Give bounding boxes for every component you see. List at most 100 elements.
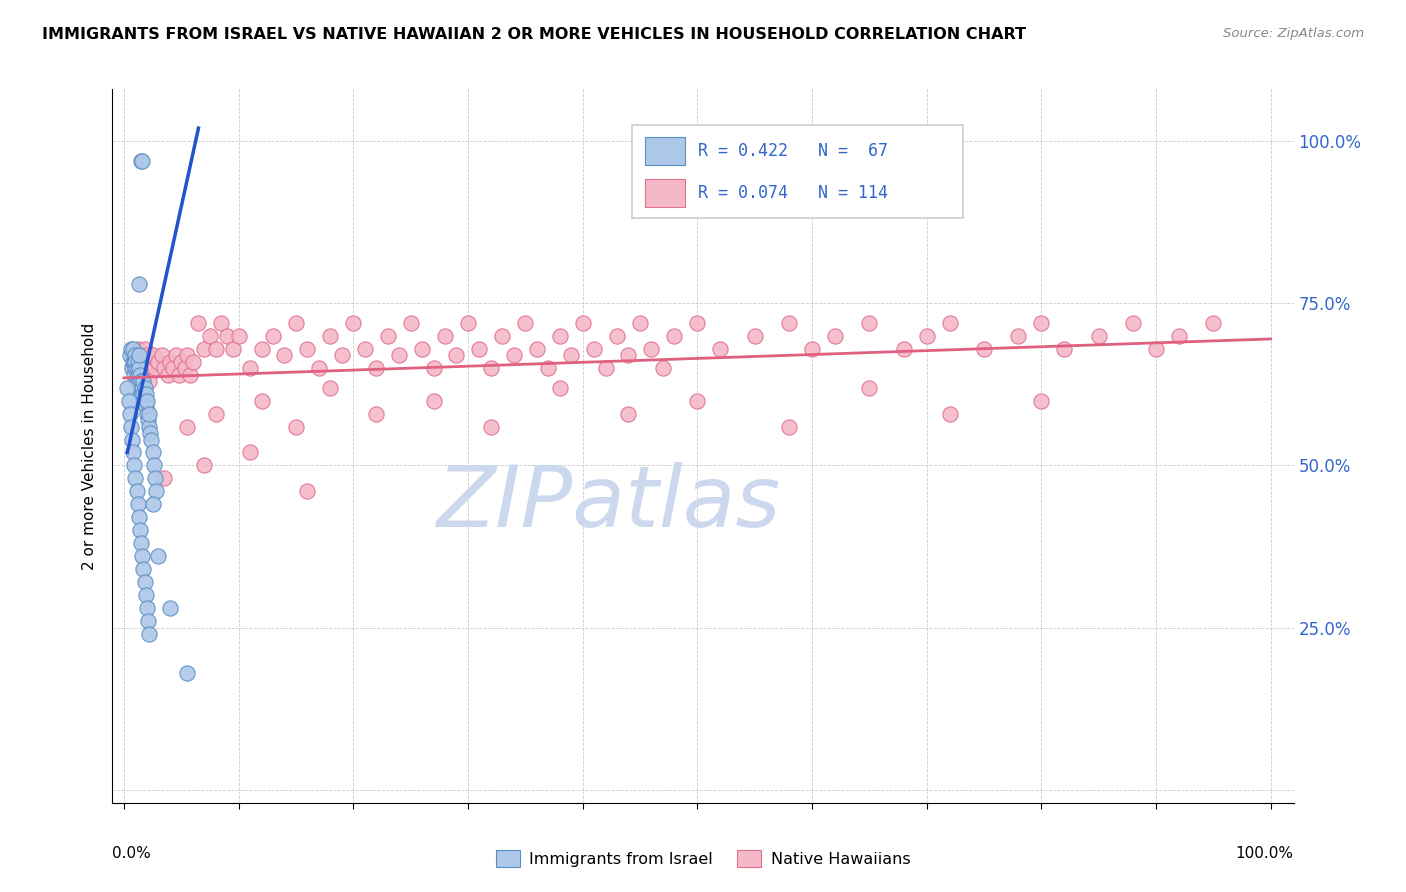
Point — [209, 316, 232, 330]
Point — [176, 666, 198, 681]
Point — [800, 342, 823, 356]
Point — [120, 342, 142, 356]
Point — [628, 316, 651, 330]
Point — [479, 419, 502, 434]
Point — [148, 549, 170, 564]
Point — [131, 549, 153, 564]
Point — [136, 614, 159, 628]
Point — [366, 361, 388, 376]
Point — [136, 361, 159, 376]
Point — [468, 342, 491, 356]
Point — [128, 348, 150, 362]
Point — [1087, 328, 1109, 343]
Point — [1122, 316, 1144, 330]
Point — [560, 348, 582, 362]
Point — [129, 536, 152, 550]
Point — [537, 361, 560, 376]
Point — [319, 328, 342, 343]
Point — [273, 348, 295, 362]
Point — [198, 328, 221, 343]
Text: Source: ZipAtlas.com: Source: ZipAtlas.com — [1223, 27, 1364, 40]
Point — [228, 328, 250, 343]
Point — [138, 407, 160, 421]
Point — [131, 153, 153, 168]
Point — [139, 425, 162, 440]
Point — [173, 361, 195, 376]
Point — [153, 361, 176, 376]
Point — [181, 354, 204, 368]
Point — [138, 627, 160, 641]
Point — [640, 342, 662, 356]
Point — [129, 368, 152, 382]
Point — [122, 354, 145, 368]
Point — [132, 387, 155, 401]
Point — [526, 342, 548, 356]
Point — [122, 458, 145, 473]
Point — [138, 374, 160, 388]
Bar — [645, 137, 685, 165]
Point — [129, 524, 152, 538]
Point — [134, 342, 156, 356]
Point — [132, 361, 155, 376]
Point — [156, 368, 179, 382]
Point — [548, 328, 571, 343]
Text: IMMIGRANTS FROM ISRAEL VS NATIVE HAWAIIAN 2 OR MORE VEHICLES IN HOUSEHOLD CORREL: IMMIGRANTS FROM ISRAEL VS NATIVE HAWAIIA… — [42, 27, 1026, 42]
Point — [128, 348, 150, 362]
Point — [135, 354, 157, 368]
Point — [193, 342, 215, 356]
Point — [651, 361, 673, 376]
Point — [159, 354, 181, 368]
Point — [125, 374, 148, 388]
Point — [134, 575, 156, 590]
Text: 100.0%: 100.0% — [1236, 846, 1294, 861]
Point — [136, 413, 159, 427]
Point — [148, 354, 170, 368]
Point — [179, 368, 201, 382]
Point — [686, 393, 709, 408]
Point — [131, 348, 153, 362]
Point — [143, 471, 166, 485]
Point — [515, 316, 537, 330]
Point — [583, 342, 606, 356]
Point — [122, 348, 145, 362]
Point — [139, 354, 162, 368]
Point — [132, 374, 155, 388]
Point — [858, 381, 880, 395]
Point — [124, 348, 146, 362]
Point — [353, 342, 375, 356]
Point — [138, 419, 160, 434]
Point — [122, 368, 145, 382]
Point — [170, 354, 193, 368]
Point — [434, 328, 457, 343]
Point — [131, 393, 153, 408]
Point — [117, 393, 139, 408]
Point — [125, 484, 148, 499]
Point — [399, 316, 422, 330]
Point — [617, 407, 640, 421]
Point — [167, 368, 190, 382]
Point — [858, 316, 880, 330]
Point — [162, 361, 184, 376]
Text: ZIPatlas: ZIPatlas — [436, 461, 780, 545]
Point — [778, 316, 800, 330]
Point — [142, 497, 165, 511]
Point — [122, 361, 145, 376]
Point — [135, 588, 157, 602]
Point — [127, 354, 149, 368]
Point — [141, 433, 163, 447]
Point — [411, 342, 433, 356]
Point — [297, 484, 319, 499]
Point — [128, 510, 150, 524]
Point — [664, 328, 686, 343]
Point — [129, 381, 152, 395]
Point — [150, 348, 173, 362]
Point — [135, 400, 157, 414]
Point — [129, 153, 152, 168]
Text: R = 0.422   N =  67: R = 0.422 N = 67 — [699, 142, 889, 160]
Bar — [645, 178, 685, 207]
Point — [824, 328, 846, 343]
Point — [129, 354, 152, 368]
Point — [124, 471, 146, 485]
Point — [135, 387, 157, 401]
Point — [118, 348, 141, 362]
